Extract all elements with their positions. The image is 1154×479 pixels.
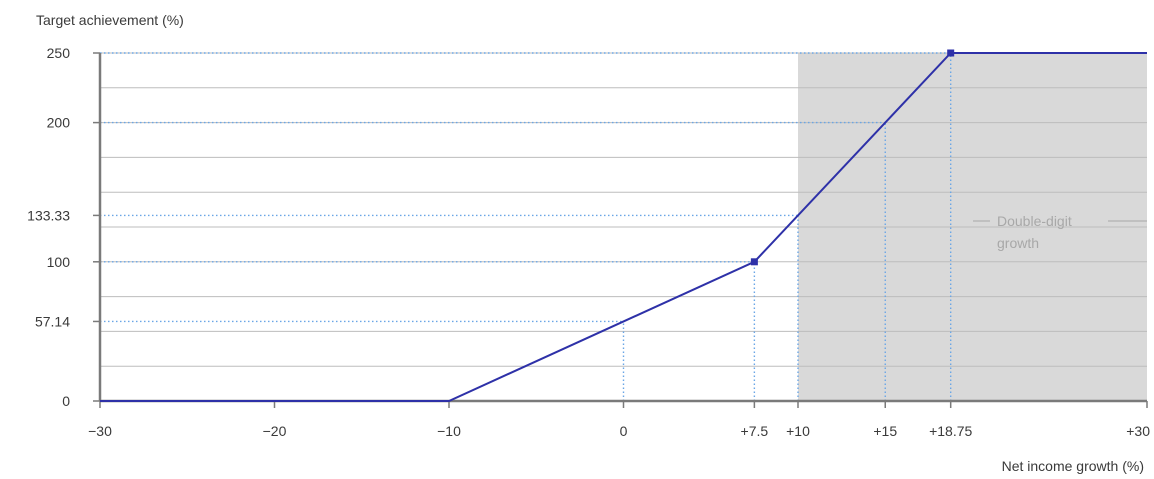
series-marker (947, 49, 955, 57)
x-tick-label: +7.5 (741, 423, 769, 439)
y-tick-label: 133.33 (27, 207, 70, 223)
x-tick-label: 0 (620, 423, 628, 439)
x-tick-label: +10 (786, 423, 810, 439)
shade-label-line1: Double-digit (997, 213, 1072, 229)
x-axis-title: Net income growth (%) (1001, 458, 1144, 474)
y-tick-label: 0 (62, 393, 70, 409)
series-marker (750, 258, 758, 266)
y-axis-title: Target achievement (%) (36, 12, 184, 28)
y-tick-label: 250 (47, 45, 71, 61)
x-tick-label: −10 (437, 423, 461, 439)
x-tick-label: +15 (873, 423, 897, 439)
y-tick-label: 100 (47, 254, 71, 270)
shade-label-line2: growth (997, 235, 1039, 251)
x-tick-label: +18.75 (929, 423, 972, 439)
x-tick-label: −30 (88, 423, 112, 439)
x-tick-label: −20 (263, 423, 287, 439)
y-tick-label: 57.14 (35, 313, 70, 329)
x-tick-label: +30 (1126, 423, 1150, 439)
y-tick-label: 200 (47, 115, 71, 131)
